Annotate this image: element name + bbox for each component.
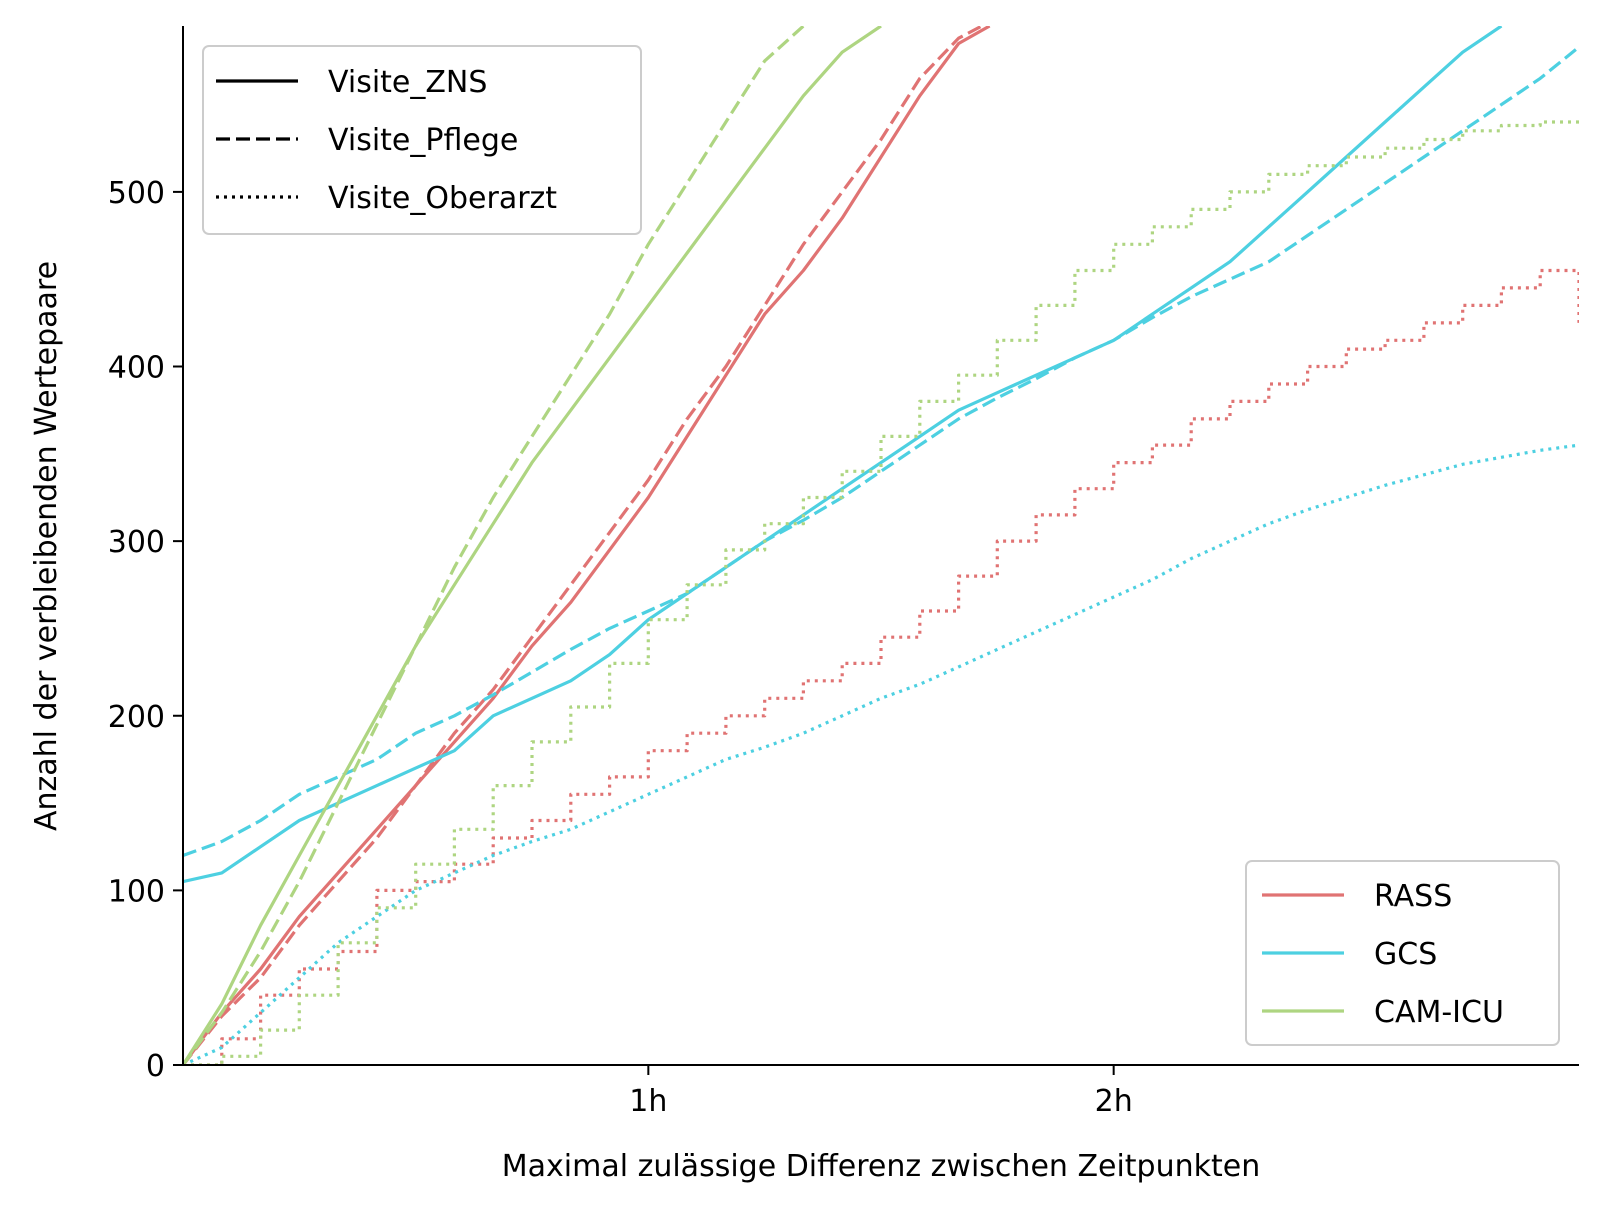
axes — [182, 26, 1579, 1066]
x-tick-label: 1h — [629, 1084, 667, 1119]
series-line-cam-icu-visite-zns — [183, 26, 882, 1065]
series-line-gcs-visite-pflege — [183, 45, 1579, 858]
color-legend-box — [1245, 860, 1560, 1046]
y-tick-label: 500 — [108, 176, 165, 211]
style-legend-box — [202, 45, 642, 235]
style-legend-label: Visite_ZNS — [328, 65, 487, 100]
x-ticks: 1h 2h — [629, 1065, 1133, 1119]
color-legend-label: CAM-ICU — [1374, 995, 1504, 1030]
series-line-gcs-visite-zns — [183, 26, 1503, 884]
series-line-rass-visite-pflege — [183, 26, 983, 1065]
y-tick-label: 300 — [108, 525, 165, 560]
style-legend: Visite_ZNS Visite_Pflege Visite_Oberarzt — [202, 45, 642, 235]
y-axis-label: Anzahl der verbleibenden Wertepaare — [29, 261, 64, 831]
series-line-cam-icu-visite-pflege — [183, 26, 805, 1065]
series-line-cam-icu-visite-oberarzt — [183, 118, 1579, 1065]
series-line-rass-visite-zns — [183, 26, 991, 1065]
y-tick-label: 100 — [108, 874, 165, 909]
series-layer — [183, 26, 1579, 1065]
color-legend: RASS GCS CAM-ICU — [1245, 860, 1560, 1046]
x-axis-label: Maximal zulässige Differenz zwischen Zei… — [502, 1149, 1260, 1184]
color-legend-label: GCS — [1374, 937, 1437, 972]
style-legend-label: Visite_Oberarzt — [328, 181, 557, 216]
y-tick-label: 200 — [108, 700, 165, 735]
style-legend-label: Visite_Pflege — [328, 123, 518, 158]
y-ticks: 0 100 200 300 400 500 — [108, 176, 183, 1084]
color-legend-label: RASS — [1374, 879, 1452, 914]
x-tick-label: 2h — [1095, 1084, 1133, 1119]
y-tick-label: 0 — [146, 1049, 165, 1084]
y-tick-label: 400 — [108, 351, 165, 386]
